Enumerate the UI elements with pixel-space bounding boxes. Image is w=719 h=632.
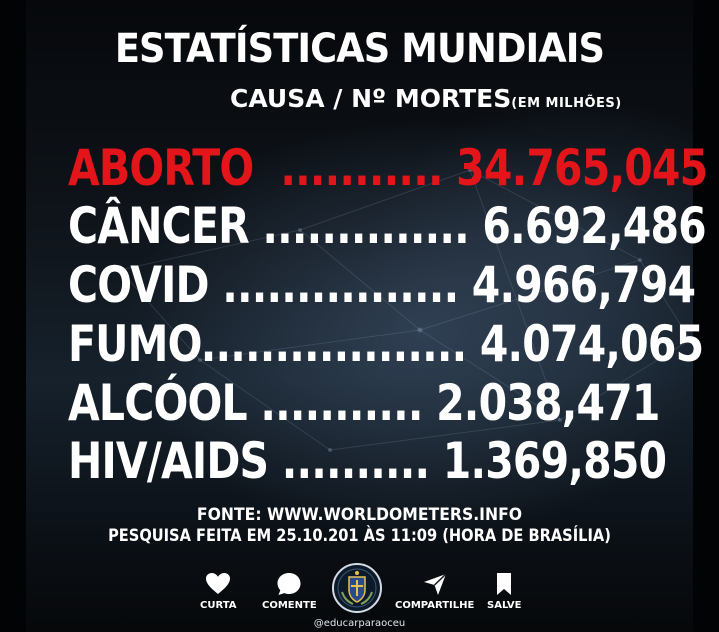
right-frame-border <box>693 0 719 632</box>
save-label: SALVE <box>487 600 522 611</box>
stat-cause: COVID <box>68 256 210 314</box>
comment-label: COMENTE <box>262 600 317 611</box>
source-note: FONTE: WWW.WORLDOMETERS.INFO <box>196 505 523 525</box>
stat-value: 1.369,850 <box>442 432 667 490</box>
stat-value: 4.966,794 <box>471 256 696 314</box>
stat-dots: .......... <box>281 432 430 490</box>
stat-value: 4.074,065 <box>479 315 704 373</box>
stat-dots: .................. <box>200 315 467 373</box>
stat-cause: ABORTO <box>68 139 254 197</box>
stat-cause: HIV/AIDS <box>68 432 269 490</box>
paper-plane-icon <box>423 573 447 595</box>
page-title: ESTATÍSTICAS MUNDIAIS <box>114 26 605 72</box>
stat-dots: ................ <box>222 256 459 314</box>
stat-value: 6.692,486 <box>482 197 706 255</box>
stat-dots: .............. <box>262 197 469 255</box>
crest-emblem-icon <box>332 563 382 613</box>
stat-row-fumo: FUMO.................. 4.074,065 <box>68 315 704 373</box>
stat-cause: CÂNCER <box>68 197 250 255</box>
stat-cause: FUMO <box>68 315 202 373</box>
stat-row-hiv-aids: HIV/AIDS .......... 1.369,850 <box>68 432 667 490</box>
stat-row-cancer: CÂNCER .............. 6.692,486 <box>68 197 707 255</box>
research-date-note: PESQUISA FEITA EM 25.10.201 ÀS 11:09 (HO… <box>108 526 611 546</box>
unit-note: (EM MILHÕES) <box>511 96 622 111</box>
stat-dots: ........... <box>260 374 423 432</box>
left-frame-border <box>0 0 26 632</box>
comment-action[interactable]: COMENTE <box>262 570 317 612</box>
stat-dots: ........... <box>280 139 443 197</box>
stat-row-alcool: ALCÓOL ........... 2.038,471 <box>68 375 660 431</box>
stat-row-aborto: ABORTO ........... 34.765,045 <box>68 139 708 197</box>
stat-cause: ALCÓOL <box>68 374 248 432</box>
stat-value: 2.038,471 <box>436 374 660 432</box>
like-action[interactable]: CURTA <box>200 570 237 612</box>
heart-icon <box>206 573 231 594</box>
account-handle: @educarparaoceu <box>313 618 406 629</box>
share-action[interactable]: COMPARTILHE <box>395 570 474 612</box>
stat-value: 34.765,045 <box>456 139 708 197</box>
stat-row-covid: COVID ................ 4.966,794 <box>68 256 696 314</box>
subtitle-text: CAUSA / Nº MORTES <box>230 84 512 113</box>
speech-bubble-icon <box>277 573 301 595</box>
save-action[interactable]: SALVE <box>487 570 522 612</box>
bookmark-icon <box>497 573 512 595</box>
page-subtitle: CAUSA / Nº MORTES(EM MILHÕES) <box>230 84 622 119</box>
like-label: CURTA <box>200 600 237 611</box>
share-label: COMPARTILHE <box>395 600 475 611</box>
